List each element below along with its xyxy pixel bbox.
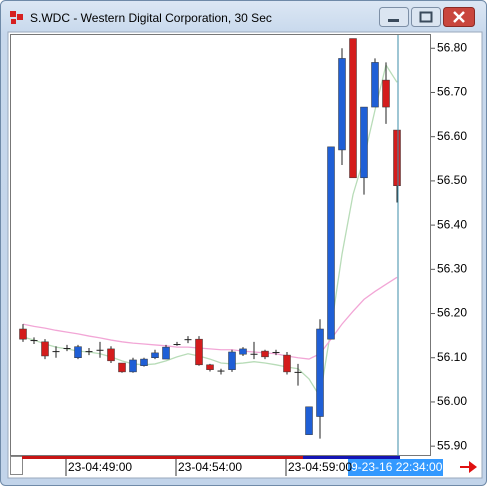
y-tick-label: 56.50 — [437, 173, 467, 187]
candle-body — [74, 346, 82, 358]
cursor-label: 9-23-16 22:34:00 — [351, 460, 443, 474]
minimize-button[interactable] — [379, 7, 409, 27]
candle-body — [41, 341, 49, 357]
candle-body — [393, 129, 401, 187]
window-title: S.WDC - Western Digital Corporation, 30 … — [30, 11, 272, 25]
candle-body — [371, 62, 379, 108]
candle-body — [327, 146, 335, 340]
candle-body — [250, 353, 258, 355]
scroll-box[interactable] — [10, 456, 23, 475]
candle-body — [151, 352, 159, 358]
candle-body — [184, 339, 192, 341]
candle-body — [173, 344, 181, 346]
candle-body — [19, 328, 27, 340]
candle-body — [261, 350, 269, 358]
y-tick-label: 55.90 — [437, 438, 467, 452]
candle-body — [96, 349, 104, 351]
candle-body — [195, 338, 203, 366]
candle-body — [382, 79, 390, 108]
y-tick-label: 56.40 — [437, 217, 467, 231]
candle-body — [360, 106, 368, 179]
candle-body — [217, 370, 225, 372]
candle-body — [107, 348, 115, 362]
candle-body — [283, 354, 291, 373]
plot-area — [10, 34, 431, 456]
maximize-button[interactable] — [411, 7, 441, 27]
y-tick-label: 56.80 — [437, 40, 467, 54]
scroll-right-arrow[interactable] — [460, 461, 477, 473]
cursor-label-box — [348, 459, 443, 476]
candle-body — [316, 328, 324, 417]
session-bar — [303, 456, 400, 459]
candle-body — [294, 371, 302, 373]
app-icon — [10, 11, 23, 24]
y-tick-label: 56.60 — [437, 129, 467, 143]
candle-body — [85, 351, 93, 353]
candle-body — [63, 348, 71, 350]
y-tick-label: 56.00 — [437, 394, 467, 408]
candle-body — [129, 359, 137, 373]
candle-body — [239, 348, 247, 355]
candle-body — [349, 38, 357, 179]
candle-body — [140, 358, 148, 366]
y-tick-label: 56.70 — [437, 85, 467, 99]
candle-body — [338, 58, 346, 151]
session-bar — [22, 456, 303, 459]
x-tick-label: 23-04:54:00 — [178, 460, 242, 474]
y-tick-label: 56.20 — [437, 306, 467, 320]
candle-body — [272, 351, 280, 353]
candle-body — [305, 406, 313, 435]
close-button[interactable] — [443, 7, 475, 27]
x-tick-label: 23-04:59:00 — [288, 460, 352, 474]
candle-body — [206, 364, 214, 370]
y-tick-label: 56.10 — [437, 350, 467, 364]
candle-body — [162, 346, 170, 360]
x-tick-label: 23-04:49:00 — [68, 460, 132, 474]
y-tick-label: 56.30 — [437, 261, 467, 275]
candle-body — [30, 340, 38, 342]
candle-body — [228, 351, 236, 370]
candle-body — [52, 351, 60, 353]
candle-body — [118, 362, 126, 373]
